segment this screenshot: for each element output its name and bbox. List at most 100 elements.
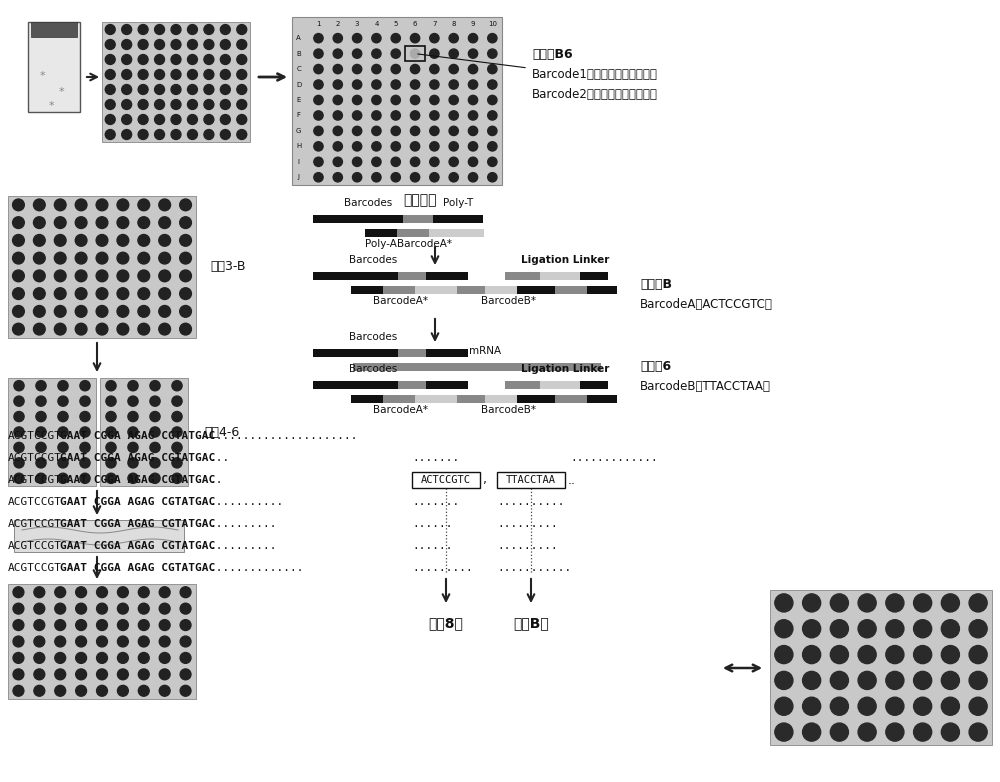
Circle shape xyxy=(75,288,87,300)
Circle shape xyxy=(97,619,107,630)
Circle shape xyxy=(155,55,165,64)
Circle shape xyxy=(58,473,68,483)
Circle shape xyxy=(410,80,420,89)
Circle shape xyxy=(830,672,848,690)
Text: GAAT CGGA AGAG CGTATGAC: GAAT CGGA AGAG CGTATGAC xyxy=(60,519,215,529)
Circle shape xyxy=(159,685,170,696)
Circle shape xyxy=(352,95,362,105)
Text: B: B xyxy=(296,51,301,56)
Circle shape xyxy=(117,652,128,663)
Circle shape xyxy=(488,34,497,43)
Circle shape xyxy=(333,126,342,135)
Circle shape xyxy=(969,646,987,664)
Circle shape xyxy=(468,142,478,151)
Circle shape xyxy=(391,142,400,151)
Circle shape xyxy=(775,672,793,690)
Circle shape xyxy=(352,157,362,167)
Circle shape xyxy=(171,40,181,49)
Circle shape xyxy=(410,95,420,105)
Circle shape xyxy=(128,411,138,421)
Text: J: J xyxy=(298,174,300,181)
Circle shape xyxy=(97,652,107,663)
Text: 1: 1 xyxy=(316,20,321,27)
Bar xyxy=(429,229,484,237)
Circle shape xyxy=(159,603,170,614)
Circle shape xyxy=(220,40,230,49)
Circle shape xyxy=(80,381,90,391)
Bar xyxy=(313,215,403,223)
Circle shape xyxy=(187,24,197,34)
Circle shape xyxy=(14,443,24,453)
Circle shape xyxy=(449,157,458,167)
Circle shape xyxy=(775,619,793,638)
Circle shape xyxy=(150,457,160,468)
Bar xyxy=(313,272,398,280)
Circle shape xyxy=(106,396,116,406)
Circle shape xyxy=(117,306,129,317)
Circle shape xyxy=(14,427,24,437)
Circle shape xyxy=(488,126,497,135)
Circle shape xyxy=(941,646,959,664)
Circle shape xyxy=(430,64,439,74)
Circle shape xyxy=(13,217,24,228)
Circle shape xyxy=(13,603,24,614)
Circle shape xyxy=(138,603,149,614)
Circle shape xyxy=(122,99,132,109)
Circle shape xyxy=(886,646,904,664)
Circle shape xyxy=(80,396,90,406)
Circle shape xyxy=(122,114,132,124)
Circle shape xyxy=(106,457,116,468)
Circle shape xyxy=(886,619,904,638)
Circle shape xyxy=(54,288,66,300)
Circle shape xyxy=(314,126,323,135)
Circle shape xyxy=(830,619,848,638)
Circle shape xyxy=(117,323,129,335)
Text: ACGTCCGT: ACGTCCGT xyxy=(8,541,62,551)
Circle shape xyxy=(171,55,181,64)
Circle shape xyxy=(150,411,160,421)
Circle shape xyxy=(36,457,46,468)
Circle shape xyxy=(410,173,420,182)
Circle shape xyxy=(372,111,381,120)
Circle shape xyxy=(54,323,66,335)
Circle shape xyxy=(159,199,171,210)
Circle shape xyxy=(969,672,987,690)
Circle shape xyxy=(128,473,138,483)
Circle shape xyxy=(237,40,247,49)
Circle shape xyxy=(858,723,876,741)
Bar xyxy=(28,22,80,112)
Circle shape xyxy=(36,427,46,437)
Circle shape xyxy=(55,636,66,647)
Circle shape xyxy=(159,586,170,597)
Bar xyxy=(397,229,429,237)
Text: 7: 7 xyxy=(432,20,437,27)
Bar xyxy=(505,381,540,389)
Circle shape xyxy=(138,669,149,680)
Circle shape xyxy=(105,99,115,109)
Circle shape xyxy=(488,80,497,89)
Circle shape xyxy=(430,49,439,59)
Circle shape xyxy=(430,95,439,105)
Circle shape xyxy=(105,130,115,139)
Circle shape xyxy=(155,40,165,49)
Circle shape xyxy=(171,24,181,34)
Bar xyxy=(485,395,517,403)
Circle shape xyxy=(886,594,904,612)
Circle shape xyxy=(14,396,24,406)
Circle shape xyxy=(13,669,24,680)
Circle shape xyxy=(204,84,214,95)
Bar xyxy=(403,215,433,223)
Text: *: * xyxy=(40,71,45,81)
Text: D: D xyxy=(296,81,301,88)
Circle shape xyxy=(187,99,197,109)
Text: BarcodeA*: BarcodeA* xyxy=(374,405,428,415)
Circle shape xyxy=(75,270,87,282)
Text: ...........: ........... xyxy=(210,497,284,507)
Circle shape xyxy=(352,64,362,74)
Circle shape xyxy=(122,70,132,80)
Text: 编码引物: 编码引物 xyxy=(403,193,437,207)
Text: ...: ... xyxy=(210,453,230,463)
Circle shape xyxy=(150,473,160,483)
Text: Barcodes: Barcodes xyxy=(349,364,397,374)
Circle shape xyxy=(391,173,400,182)
